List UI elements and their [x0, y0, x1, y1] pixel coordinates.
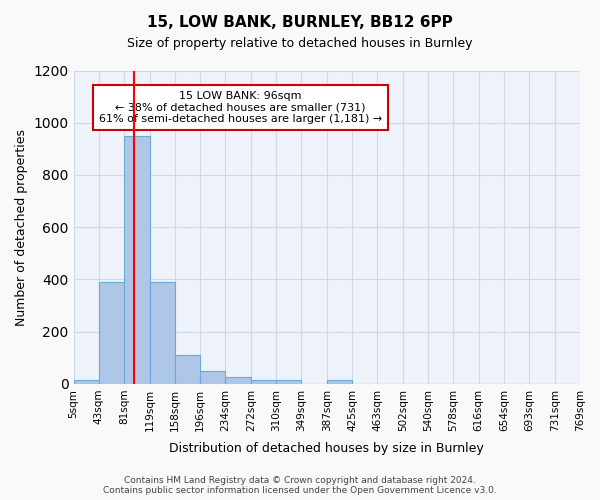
Text: Contains HM Land Registry data © Crown copyright and database right 2024.
Contai: Contains HM Land Registry data © Crown c…	[103, 476, 497, 495]
Bar	[99, 282, 124, 384]
Bar	[226, 378, 251, 384]
Text: Size of property relative to detached houses in Burnley: Size of property relative to detached ho…	[127, 38, 473, 51]
Y-axis label: Number of detached properties: Number of detached properties	[15, 128, 28, 326]
Bar	[251, 380, 276, 384]
Text: 15, LOW BANK, BURNLEY, BB12 6PP: 15, LOW BANK, BURNLEY, BB12 6PP	[147, 15, 453, 30]
X-axis label: Distribution of detached houses by size in Burnley: Distribution of detached houses by size …	[169, 442, 484, 455]
Bar	[276, 380, 301, 384]
Bar	[149, 282, 175, 384]
Bar	[327, 380, 352, 384]
Bar	[175, 355, 200, 384]
Bar	[124, 136, 149, 384]
Text: 15 LOW BANK: 96sqm
← 38% of detached houses are smaller (731)
61% of semi-detach: 15 LOW BANK: 96sqm ← 38% of detached hou…	[99, 91, 382, 124]
Bar	[200, 371, 226, 384]
Bar	[74, 380, 99, 384]
